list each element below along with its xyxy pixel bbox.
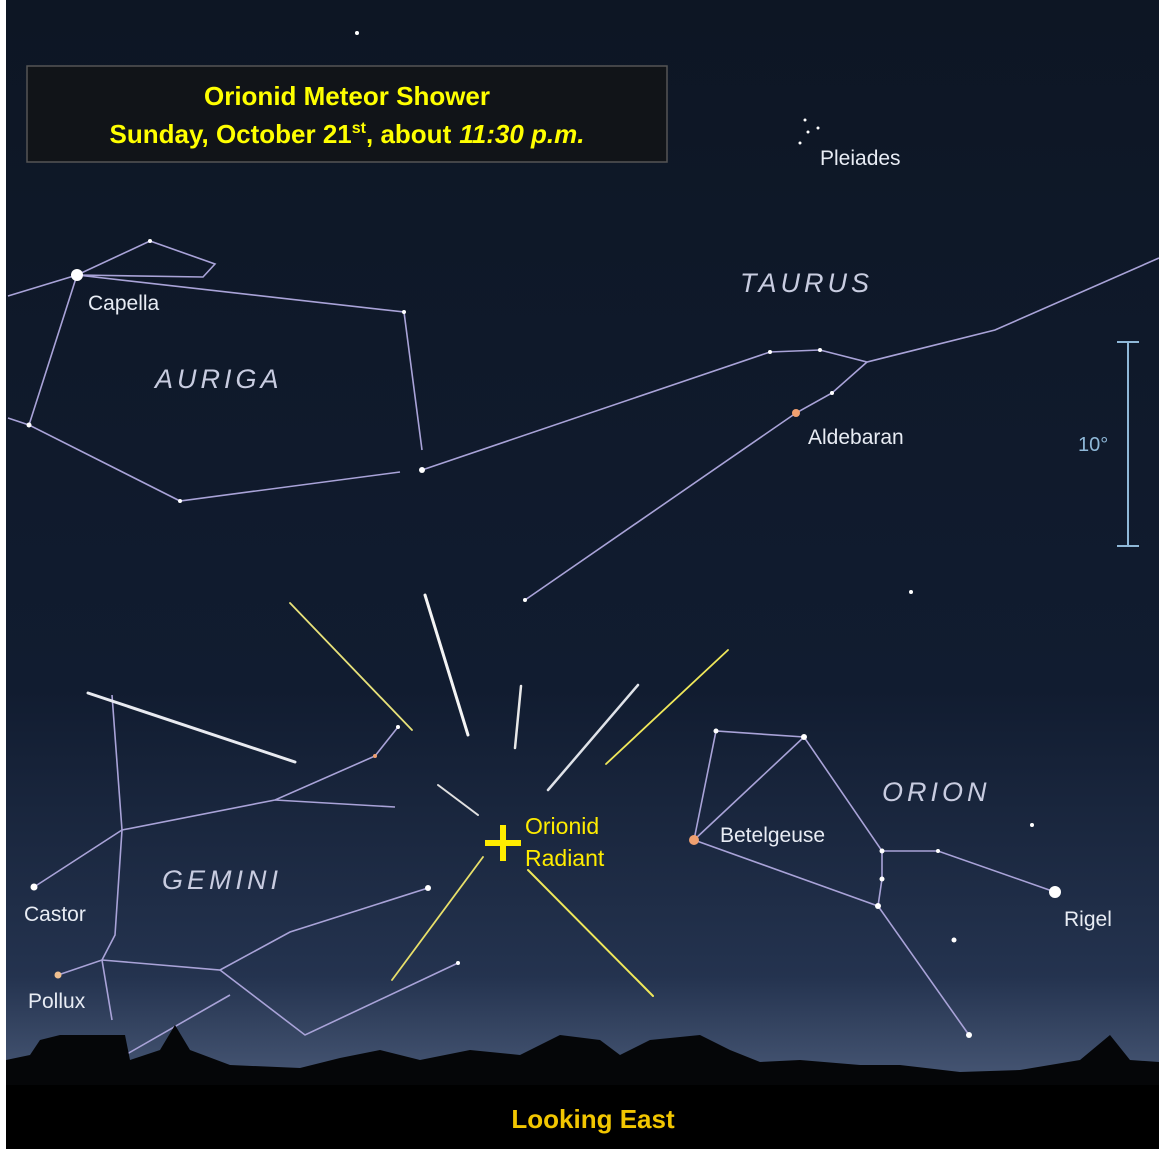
- subtitle-suffix: st: [352, 120, 367, 137]
- star-label: Pollux: [28, 990, 86, 1013]
- radiant-label: Radiant: [525, 845, 605, 871]
- star-label: Aldebaran: [808, 426, 904, 449]
- star-label: Pleiades: [820, 147, 901, 170]
- sky-map: 10° Pleiades TAURUS Capella AURIGA Aldeb…: [0, 0, 1159, 1149]
- radiant-label: Orionid: [525, 813, 599, 839]
- constellation-label: TAURUS: [740, 268, 873, 298]
- subtitle-date: Sunday, October 21: [110, 119, 352, 149]
- subtitle-about: , about: [366, 119, 452, 149]
- star-label: Castor: [24, 903, 86, 926]
- title: Orionid Meteor Shower: [204, 81, 490, 111]
- scale-label: 10°: [1078, 434, 1108, 456]
- footer-label: Looking East: [511, 1104, 675, 1134]
- star-label: Betelgeuse: [720, 824, 825, 847]
- constellation-label: GEMINI: [162, 865, 282, 895]
- star-label: Capella: [88, 292, 160, 315]
- subtitle-time: 11:30 p.m.: [459, 119, 584, 149]
- constellation-label: ORION: [882, 777, 991, 807]
- star-label: Rigel: [1064, 908, 1112, 931]
- constellation-label: AURIGA: [153, 364, 283, 394]
- sky: [6, 0, 1159, 1149]
